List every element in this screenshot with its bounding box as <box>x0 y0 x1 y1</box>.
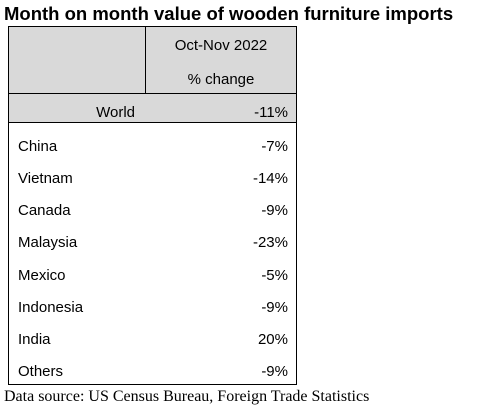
country-name-others: Others <box>18 363 64 380</box>
imports-table: Oct-Nov 2022 % change World -11% China -7… <box>8 26 297 385</box>
country-name-mexico: Mexico <box>18 267 66 284</box>
column-header-measure: % change <box>187 71 255 88</box>
country-name-vietnam: Vietnam <box>18 170 73 187</box>
country-name-india: India <box>18 331 51 348</box>
country-value-vietnam: -14% <box>252 170 288 187</box>
header-column-divider <box>145 27 146 93</box>
country-name-indonesia: Indonesia <box>18 299 84 316</box>
chart-title: Month on month value of wooden furniture… <box>4 3 454 24</box>
country-value-india: 20% <box>257 331 288 348</box>
country-value-canada: -9% <box>261 202 288 219</box>
world-row-label: World <box>96 104 135 121</box>
country-name-malaysia: Malaysia <box>18 234 78 251</box>
world-row-background <box>9 94 296 122</box>
country-value-malaysia: -23% <box>252 234 288 251</box>
country-value-mexico: -5% <box>261 267 288 284</box>
world-divider <box>9 122 296 123</box>
data-source-note: Data source: US Census Bureau, Foreign T… <box>4 388 370 405</box>
column-header-period: Oct-Nov 2022 <box>174 37 268 54</box>
country-value-others: -9% <box>261 363 288 380</box>
header-background <box>9 27 296 93</box>
country-name-china: China <box>18 138 58 155</box>
header-divider <box>9 93 296 94</box>
world-row-value: -11% <box>254 104 288 121</box>
country-value-indonesia: -9% <box>261 299 288 316</box>
country-name-canada: Canada <box>18 202 71 219</box>
country-value-china: -7% <box>261 138 288 155</box>
